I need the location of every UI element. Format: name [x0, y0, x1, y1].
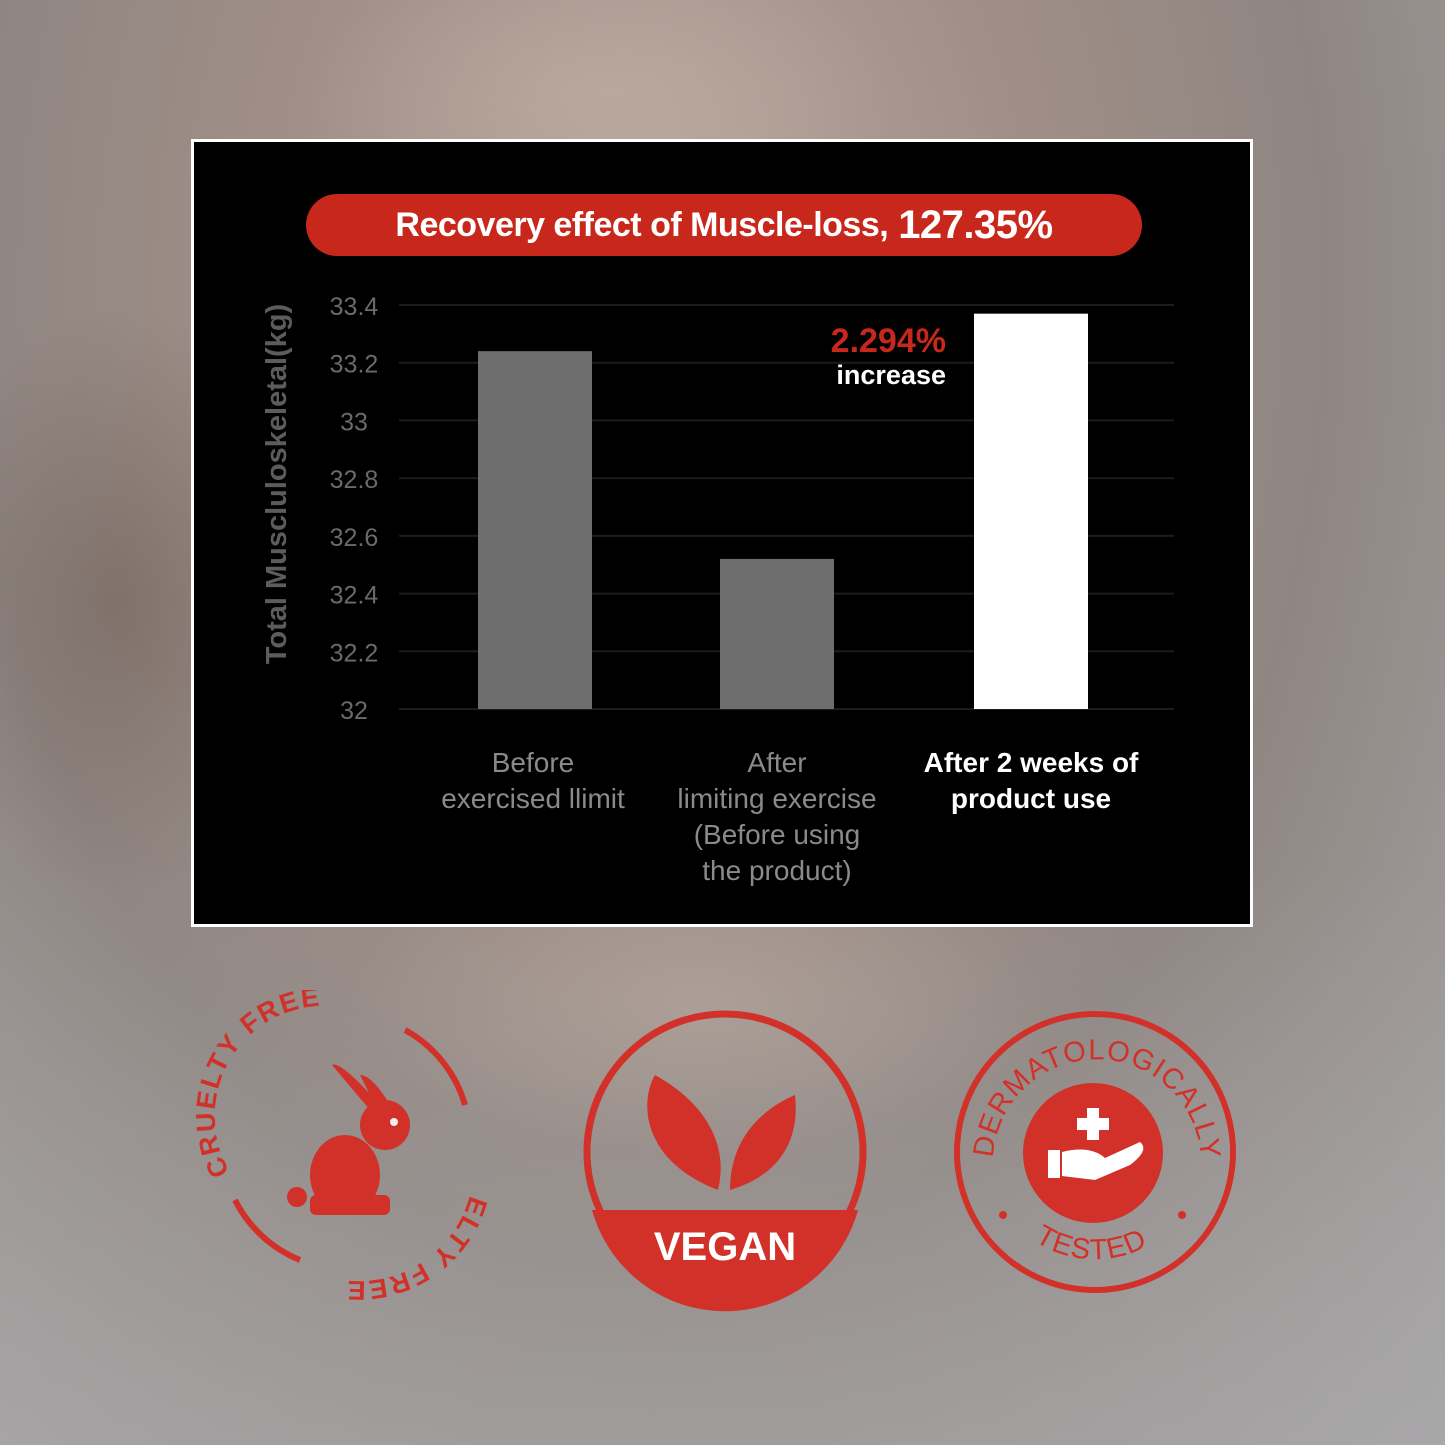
- x-tick-label: After 2 weeks of: [924, 747, 1139, 778]
- x-tick-label: (Before using: [694, 819, 861, 850]
- dermatologically-tested-badge: DERMATOLOGICALLY TESTED: [954, 1011, 1236, 1293]
- svg-text:TESTED: TESTED: [1031, 1219, 1152, 1266]
- hand-cross-icon: [1048, 1108, 1144, 1180]
- bar: [974, 313, 1088, 709]
- y-tick-label: 32.4: [330, 582, 379, 610]
- y-tick-label: 32: [340, 697, 368, 725]
- cruelty-free-top-text: CRUELTY FREE: [190, 990, 320, 1183]
- title-text: Recovery effect of Muscle-loss,: [395, 205, 889, 244]
- x-tick-label: product use: [951, 783, 1111, 814]
- chart-card: Recovery effect of Muscle-loss, 127.35% …: [191, 139, 1253, 927]
- vegan-label: VEGAN: [654, 1225, 796, 1269]
- badges: CRUELTY FREE ELTY FREE VEGAN DERMATOLOGI…: [190, 990, 1236, 1312]
- x-tick-label: Before: [492, 747, 575, 778]
- title-highlight: 127.35%: [898, 202, 1053, 247]
- x-tick-label: limiting exercise: [677, 783, 876, 814]
- cruelty-free-badge: CRUELTY FREE ELTY FREE: [190, 990, 491, 1305]
- bar-chart: 32 32.2 32.4 32.6 32.8 33 33.2 33.4 Total Muscl…: [261, 293, 1174, 886]
- bar: [478, 351, 592, 709]
- y-tick-label: 32.6: [330, 524, 379, 552]
- vegan-badge: VEGAN: [583, 1010, 867, 1312]
- leaves-icon: [647, 1075, 796, 1190]
- x-tick-label: exercised llimit: [441, 783, 625, 814]
- annotation-value: 2.294%: [831, 322, 946, 360]
- y-tick-label: 32.8: [330, 466, 379, 494]
- x-tick-label: the product): [702, 855, 851, 886]
- bar: [720, 558, 834, 709]
- y-tick-label: 33.2: [330, 351, 379, 379]
- annotation-text: increase: [836, 360, 946, 390]
- y-axis-label: Total Muscluloskeletal(kg): [261, 304, 293, 664]
- chart-title: Recovery effect of Muscle-loss, 127.35%: [306, 194, 1142, 256]
- rabbit-icon: [287, 1064, 410, 1215]
- x-tick-label: After: [747, 747, 806, 778]
- y-tick-label: 33.4: [330, 293, 379, 321]
- y-tick-label: 33: [340, 408, 368, 436]
- svg-text:CRUELTY FREE: CRUELTY FREE: [190, 990, 322, 1183]
- y-tick-label: 32.2: [330, 639, 379, 667]
- derm-bottom-text: TESTED: [1031, 1219, 1151, 1266]
